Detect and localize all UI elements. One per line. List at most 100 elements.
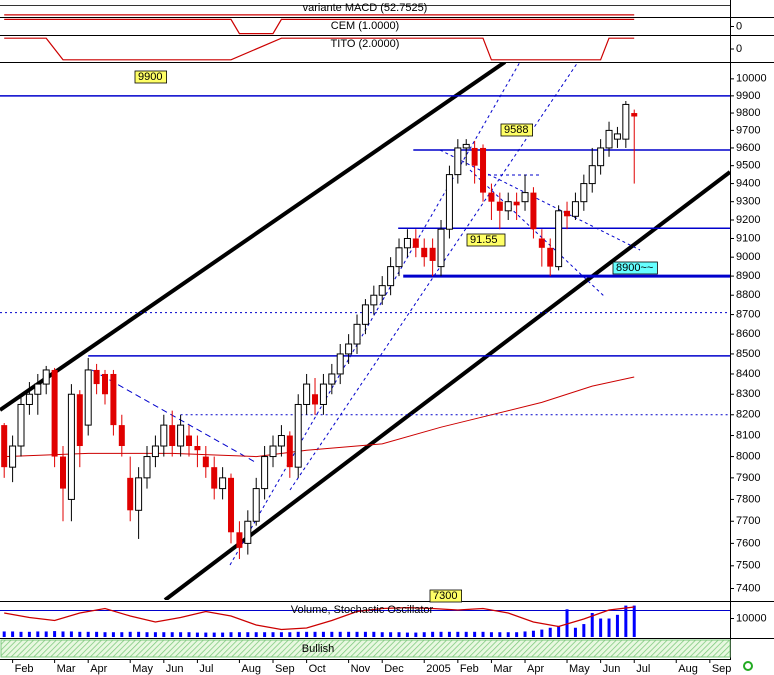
volume-bar — [431, 631, 435, 637]
volume-bar — [195, 632, 199, 637]
candle-body — [67, 393, 75, 500]
volume-bar — [204, 632, 208, 637]
annotation-label: 9588 — [504, 124, 528, 136]
y-tick-label: 8700 — [736, 308, 760, 320]
dashed-trend — [469, 169, 606, 298]
volume-bar — [481, 631, 485, 637]
volume-bar — [582, 624, 586, 637]
candle-body — [403, 237, 411, 249]
volume-bar — [53, 631, 57, 637]
volume-bar — [61, 631, 65, 637]
volume-bar — [540, 629, 544, 637]
volume-bar — [95, 631, 99, 637]
candle-body — [597, 147, 605, 167]
x-tick-label: Feb — [460, 663, 479, 675]
candle-body — [353, 323, 361, 345]
volume-bar — [19, 631, 23, 637]
volume-bar — [36, 631, 40, 637]
candle-body — [294, 403, 302, 468]
y-tick-label: 9800 — [736, 107, 760, 119]
volume-bar — [414, 632, 418, 637]
candle-body — [547, 247, 554, 267]
candle-body — [421, 247, 428, 258]
volume-bar — [296, 631, 300, 637]
dashed-channel — [289, 62, 579, 491]
panel-title: variante MACD (52.7525) — [303, 2, 428, 14]
candle-body — [312, 394, 319, 405]
volume-bar — [565, 609, 569, 637]
volume-bar — [321, 631, 325, 637]
volume-bar — [338, 631, 342, 637]
y-tick-label: 8400 — [736, 368, 760, 380]
volume-bar — [313, 631, 317, 637]
volume-bar — [246, 632, 250, 637]
panel-borders — [0, 0, 774, 660]
candle-body — [76, 394, 83, 447]
y-tick-label: 8300 — [736, 388, 760, 400]
volume-bar — [44, 631, 48, 637]
volume-bar — [607, 618, 611, 637]
candle-body — [564, 210, 571, 217]
y-tick-label: 8900 — [736, 270, 760, 282]
volume-bar — [212, 632, 216, 637]
volume-bar — [489, 632, 493, 637]
status-text: Bullish — [302, 643, 334, 655]
annotation-label: 7300 — [433, 590, 457, 602]
candle-body — [328, 373, 336, 385]
volume-bar — [69, 631, 73, 637]
candle-body — [622, 103, 630, 140]
x-tick-label: Mar — [57, 663, 76, 675]
annotation-box — [466, 233, 506, 247]
volume-bar — [237, 632, 241, 637]
candle-body — [118, 425, 125, 447]
x-tick-label: Jun — [603, 663, 621, 675]
y-tick-label: 7500 — [736, 560, 760, 572]
volume-bar — [263, 632, 267, 637]
x-tick-label: Aug — [678, 663, 698, 675]
candle-body — [9, 445, 17, 468]
candle-body — [437, 228, 445, 268]
x-tick-label: Dec — [384, 663, 404, 675]
x-tick-label: Sep — [712, 663, 732, 675]
candle-body — [613, 133, 621, 140]
volume-bar — [179, 632, 183, 637]
candle-body — [412, 238, 419, 248]
candle-body — [25, 393, 33, 405]
candle-body — [102, 373, 109, 395]
volume-bar — [464, 631, 468, 637]
y-tick-label: 9900 — [736, 90, 760, 102]
volume-bar — [355, 631, 359, 637]
x-tick-label: Sep — [275, 663, 295, 675]
volume-bar — [372, 631, 376, 637]
candle-body — [631, 113, 638, 117]
status-icon — [743, 661, 753, 671]
volume-bar — [456, 631, 460, 637]
y-tick-label: 9700 — [736, 124, 760, 136]
candle-body — [429, 247, 436, 261]
y-tick-label: 10000 — [736, 73, 767, 85]
panel-title: TITO (2.0000) — [331, 38, 400, 50]
indicator-line — [4, 37, 635, 61]
candle-body — [588, 165, 596, 185]
candle-body — [151, 445, 159, 458]
volume-bar — [86, 631, 90, 637]
volume-bar — [548, 627, 552, 637]
y-tick-label: 9500 — [736, 160, 760, 172]
annotation-label: 9900 — [138, 71, 162, 83]
x-tick-label: May — [569, 663, 590, 675]
annotation-box — [429, 589, 463, 603]
candle-body — [571, 201, 579, 217]
annotation-box — [500, 123, 534, 137]
dashed-channel — [229, 62, 521, 566]
trendlines — [0, 62, 730, 600]
candle-body — [244, 520, 252, 544]
volume-bar — [498, 632, 502, 637]
moving-average — [4, 376, 635, 458]
candle-body — [513, 201, 520, 206]
annotation-label: 8900~~ — [616, 262, 653, 274]
candle-body — [186, 435, 193, 447]
candle-body — [60, 456, 67, 489]
volume-bar — [397, 632, 401, 637]
